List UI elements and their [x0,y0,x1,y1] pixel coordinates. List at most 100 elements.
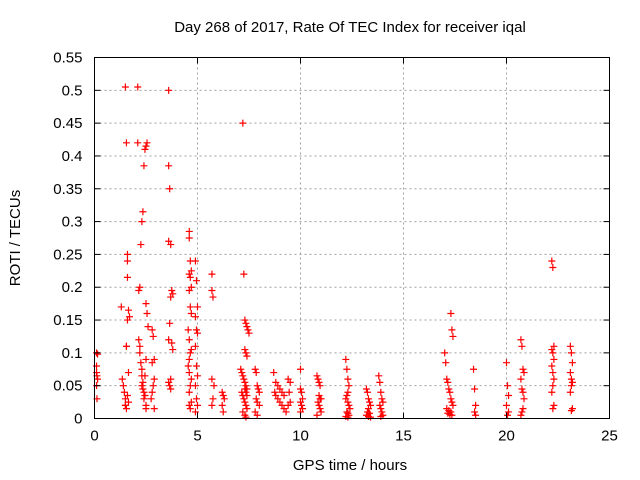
data-point [376,378,384,386]
data-point [243,352,251,360]
data-point [363,388,371,396]
data-point [194,372,201,380]
data-point [316,395,324,403]
data-point [241,316,249,324]
data-point [241,346,249,354]
data-point [139,208,147,216]
data-point [379,398,387,406]
x-tick-label: 25 [601,428,618,445]
data-point [446,388,454,396]
tick-labels: 0 0.05 0.1 0.15 0.2 0.25 0.3 0.35 0.4 0.45 0.5 0.55… [53,50,618,445]
data-point [444,378,452,386]
data-point [185,234,193,242]
data-point [194,401,201,409]
data-point [343,392,351,400]
data-point [567,407,575,415]
data-point [136,283,144,291]
data-point [549,349,557,357]
data-point [297,365,304,373]
data-point [187,309,195,317]
data-point [185,287,193,295]
data-point [185,369,193,377]
data-point [241,398,249,406]
data-point [280,392,288,400]
data-point [117,303,125,311]
data-point [140,395,148,403]
data-point [218,388,226,396]
x-tick-label: 20 [498,428,515,445]
data-point [244,326,252,334]
data-point [147,395,155,403]
data-point [366,398,374,406]
data-point [118,375,126,383]
data-point [238,369,246,377]
data-point [167,293,175,301]
data-point [520,369,528,377]
data-point [550,401,558,409]
data-point [377,405,385,413]
data-point [251,365,259,373]
data-point [122,405,130,413]
data-point [245,329,253,337]
data-point [122,139,130,147]
data-point [124,306,132,314]
data-point [191,408,199,416]
y-tick-label: 0.55 [53,50,82,67]
data-point [185,336,193,344]
data-point [192,395,200,403]
data-point [317,408,325,416]
data-point [149,332,157,340]
chart-title: Day 268 of 2017, Rate Of TEC Index for r… [174,19,526,36]
data-point [243,392,251,400]
data-points [93,83,576,421]
y-tick-label: 0.4 [62,148,83,165]
y-tick-label: 0.35 [53,181,82,198]
grid-lines [94,57,610,419]
data-point [242,349,250,357]
data-point [241,378,249,386]
data-point [255,401,263,409]
data-point [364,395,372,403]
data-point [344,398,352,406]
data-point [568,378,576,386]
data-point [252,395,260,403]
data-point [519,405,527,413]
data-point [150,375,158,383]
data-point [567,349,575,357]
data-point [166,185,174,193]
data-point [298,388,306,396]
data-point [140,388,148,396]
data-point [362,385,370,393]
data-point [548,257,556,265]
data-point [346,405,354,413]
data-point [185,227,193,235]
data-point [239,119,247,127]
y-tick-label: 0.3 [62,214,83,231]
data-point [517,375,525,383]
data-point [567,382,575,390]
data-point [242,413,250,421]
data-point [169,346,177,354]
data-point [136,342,144,350]
data-point [243,323,251,331]
data-point [148,326,156,334]
data-point [149,382,157,390]
data-point [192,362,200,370]
data-point [472,411,480,419]
y-tick-label: 0.2 [62,279,83,296]
data-point [165,86,173,94]
data-point [242,382,250,390]
data-point [142,405,150,413]
data-point [375,372,383,380]
data-point [503,359,510,367]
data-point [166,382,174,390]
data-point [142,300,150,308]
data-point [210,382,218,390]
data-point [208,287,216,295]
data-point [255,388,263,396]
data-point [504,382,512,390]
y-tick-label: 0.5 [62,82,83,99]
data-point [126,313,134,321]
x-tick-label: 10 [292,428,309,445]
